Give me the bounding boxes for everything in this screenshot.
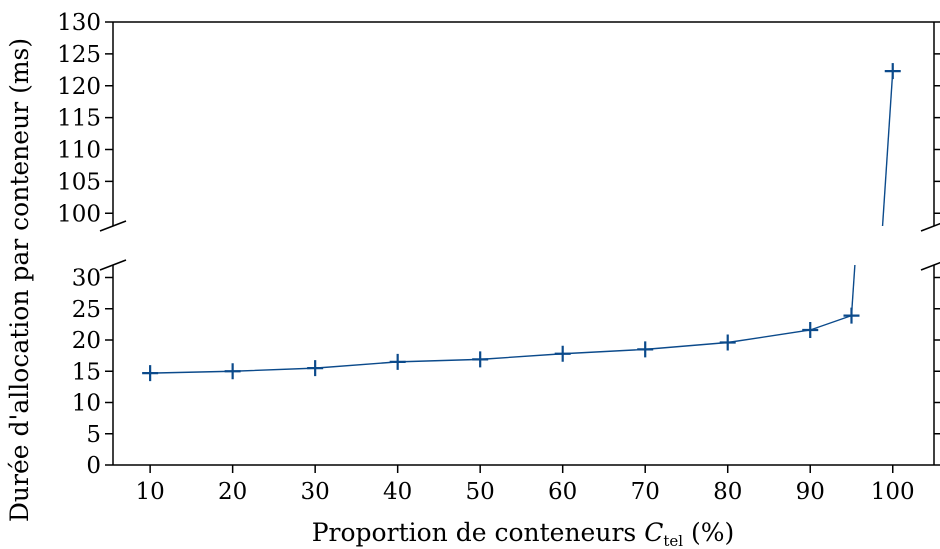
x-tick-label: 80 (713, 479, 742, 505)
data-point-marker (307, 360, 324, 377)
data-point-marker (843, 307, 860, 324)
y-tick-label: 0 (86, 453, 101, 479)
break-mark-lower-left (99, 259, 127, 271)
data-point-marker (554, 345, 571, 362)
x-tick-label: 90 (796, 479, 825, 505)
x-axis-label: Proportion de conteneurs Ctel (%) (312, 518, 735, 549)
x-tick-label: 70 (631, 479, 660, 505)
y-axis-label: Durée d'allocation par conteneur (ms) (5, 38, 34, 522)
y-tick-label: 15 (72, 359, 101, 385)
y-tick-label: 105 (57, 169, 101, 195)
data-point-marker (389, 353, 406, 370)
series-line-upper (881, 71, 894, 227)
y-tick-label: 125 (57, 42, 101, 68)
lower-panel: 0 5 10 15 20 25 30 10 20 30 40 50 60 70 80 90 100 (72, 264, 940, 505)
upper-panel: 100 105 110 115 120 125 130 (57, 10, 940, 227)
y-tick-label: 100 (57, 201, 101, 227)
data-point-marker (884, 63, 901, 80)
data-point-marker (637, 341, 654, 358)
data-point-marker (472, 351, 489, 368)
y-tick-label: 5 (86, 422, 101, 448)
x-tick-label: 20 (218, 479, 247, 505)
x-tick-label: 30 (301, 479, 330, 505)
y-tick-label: 25 (72, 297, 101, 323)
upper-plot-area (881, 63, 901, 227)
x-tick-label: 40 (383, 479, 412, 505)
y-tick-label: 130 (57, 10, 101, 36)
lower-y-ticks: 0 5 10 15 20 25 30 (72, 266, 940, 479)
x-tick-label: 10 (135, 479, 164, 505)
x-ticks: 10 20 30 40 50 60 70 80 90 100 (135, 465, 915, 505)
upper-y-ticks: 100 105 110 115 120 125 130 (57, 10, 940, 227)
x-tick-label: 100 (871, 479, 915, 505)
break-mark-upper-left (99, 220, 127, 232)
data-point-marker (802, 322, 819, 338)
y-tick-label: 30 (72, 266, 101, 292)
y-tick-label: 120 (57, 74, 101, 100)
x-tick-label: 50 (466, 479, 495, 505)
y-tick-label: 115 (57, 106, 101, 132)
data-point-marker (224, 363, 241, 380)
y-tick-label: 20 (72, 328, 101, 354)
series-line-break-lower (850, 264, 856, 316)
lower-plot-area (142, 264, 860, 382)
data-point-marker (719, 334, 736, 351)
break-mark-upper-right (920, 222, 940, 232)
y-tick-label: 10 (72, 391, 101, 417)
y-tick-label: 110 (57, 138, 101, 164)
break-mark-lower-right (920, 261, 940, 271)
x-tick-label: 60 (548, 479, 577, 505)
series-line-lower (150, 314, 852, 374)
axis-break-marks (99, 220, 940, 271)
data-point-marker (142, 365, 159, 382)
